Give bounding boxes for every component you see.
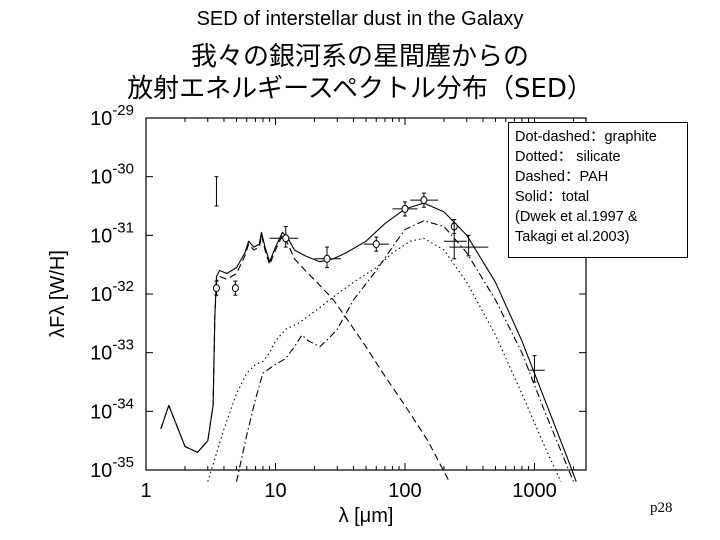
data-marker: [212, 284, 220, 293]
legend: Dot-dashed：graphite Dotted： silicate Das…: [508, 122, 688, 258]
series-line-dotted: [207, 237, 562, 482]
chart-title-japanese-line2: 放射エネルギースペクトル分布（SED）: [127, 74, 593, 104]
observation-point: [363, 236, 389, 252]
observation-point: [392, 201, 418, 217]
series-line-dotdash: [235, 220, 575, 482]
observation-point: [212, 280, 220, 296]
page-number: p28: [650, 500, 673, 516]
y-tick-label: 10-33: [90, 337, 134, 365]
legend-reference-line2: Takagi et al.2003): [515, 229, 630, 245]
x-tick-label: 10: [264, 480, 286, 502]
y-tick-label: 10-30: [90, 161, 134, 189]
x-axis-label: λ [μm]: [339, 505, 394, 527]
observation-point: [443, 223, 467, 260]
x-tick-label: 1000: [512, 480, 557, 502]
observations-layer: [212, 176, 545, 383]
y-tick-label: 10-32: [90, 278, 134, 306]
data-marker: [282, 234, 290, 243]
y-tick-label: 10-31: [90, 219, 134, 247]
data-marker: [231, 284, 239, 293]
legend-entry-graphite: Dot-dashed：graphite: [515, 129, 657, 145]
axis-ticks: [145, 117, 586, 471]
series-layer: [160, 202, 577, 482]
legend-entry-silicate: Dotted： silicate: [515, 149, 621, 165]
observation-point: [410, 192, 439, 208]
legend-reference-line1: (Dwek et al.1997 &: [515, 209, 638, 225]
data-marker: [420, 196, 428, 205]
tick-labels: 1 10 100 1000 10-29 10-30 10-31 10-32 10-33 10-34…: [90, 102, 557, 502]
series-line-dashed: [160, 234, 450, 482]
chart-title-japanese-line1: 我々の銀河系の星間塵からの: [190, 42, 529, 72]
chart-title-english: SED of interstellar dust in the Galaxy: [196, 8, 524, 30]
x-tick-label: 100: [388, 480, 421, 502]
observation-point: [449, 234, 489, 257]
data-marker: [323, 254, 331, 263]
x-tick-label: 1: [140, 480, 151, 502]
data-marker: [372, 240, 380, 249]
legend-entry-pah: Dashed：PAH: [515, 169, 609, 185]
y-tick-label: 10-34: [90, 395, 134, 423]
y-tick-label: 10-35: [90, 454, 134, 482]
y-axis-label: λFλ [W/H]: [47, 250, 69, 338]
data-marker: [401, 204, 409, 213]
y-tick-label: 10-29: [90, 102, 134, 130]
legend-entry-total: Solid：total: [515, 189, 590, 205]
observation-point: [214, 176, 219, 207]
observation-point: [231, 280, 239, 296]
observation-point: [528, 355, 545, 383]
observation-point: [269, 226, 299, 248]
observation-point: [314, 246, 341, 269]
